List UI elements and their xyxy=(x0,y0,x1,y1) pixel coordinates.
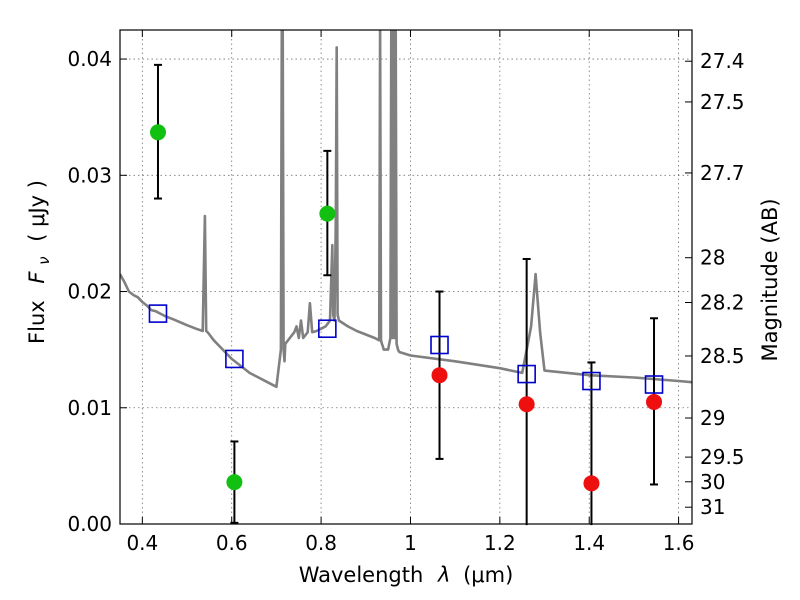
sed-line xyxy=(120,30,692,389)
upper-point xyxy=(518,396,535,413)
detected-point xyxy=(226,474,243,491)
y2-axis-label: Magnitude (AB) xyxy=(758,198,782,361)
model-square xyxy=(225,349,244,369)
y-axis-label-text: Flux xyxy=(25,300,49,344)
mag-tick-label: 27.4 xyxy=(700,49,745,73)
y-tick-label: 0.04 xyxy=(67,47,112,71)
y-axis-label-symbol: F xyxy=(25,271,49,284)
y-tick-label: 0.02 xyxy=(67,280,112,304)
x-tick-label: 1.2 xyxy=(484,531,516,555)
model-square xyxy=(318,319,337,339)
x-tick-label: 1 xyxy=(404,531,417,555)
x-axis-label-unit: (μm) xyxy=(463,563,513,587)
mag-tick-label: 27.7 xyxy=(700,161,745,185)
mag-tick-label: 28.2 xyxy=(700,291,745,315)
y-axis-label: Flux F ν ( μJy ) xyxy=(25,180,54,344)
x-tick-label: 0.6 xyxy=(216,531,248,555)
x-axis-label: Wavelength λ (μm) xyxy=(299,563,514,587)
plot-frame xyxy=(119,29,693,525)
y-axis-label-unit: ( μJy ) xyxy=(25,180,49,242)
model-square xyxy=(644,375,664,394)
model-square xyxy=(148,304,168,323)
sed-layer xyxy=(120,30,692,389)
y-axis-label-subscript: ν xyxy=(35,256,53,264)
upper-point xyxy=(646,393,663,410)
ticks-layer: 0.4 0.6 0.8 1 1.2 1.4 1.6 0.00 0.01 0.02 0.03 0.04 2… xyxy=(67,30,745,555)
model-square xyxy=(582,371,601,391)
upper-point xyxy=(431,367,448,384)
mag-tick-label: 31 xyxy=(700,495,725,519)
mag-tick-label: 28.5 xyxy=(700,344,745,368)
mag-tick-label: 27.5 xyxy=(700,90,745,114)
x-tick-label: 0.8 xyxy=(305,531,337,555)
mag-tick-label: 30 xyxy=(700,470,725,494)
x-tick-label: 1.4 xyxy=(573,531,605,555)
mag-tick-label: 29.5 xyxy=(700,445,745,469)
model-square xyxy=(430,335,449,355)
y-tick-label: 0.00 xyxy=(67,512,112,536)
y-tick-label: 0.03 xyxy=(67,163,112,187)
model-square xyxy=(517,364,536,384)
upper-errorbar xyxy=(522,257,531,526)
y-tick-label: 0.01 xyxy=(67,396,112,420)
x-axis-label-text: Wavelength xyxy=(299,563,424,587)
upper-point xyxy=(583,475,600,492)
mag-tick-label: 28 xyxy=(700,246,725,270)
x-tick-label: 1.6 xyxy=(663,531,695,555)
x-tick-label: 0.4 xyxy=(126,531,158,555)
upper-errorbar xyxy=(587,361,596,526)
x-axis-label-symbol: λ xyxy=(437,563,450,587)
detected-point xyxy=(149,124,166,141)
plot-area xyxy=(120,30,692,526)
marks-layer xyxy=(148,63,664,526)
detected-point xyxy=(319,205,336,222)
mag-tick-label: 29 xyxy=(700,406,725,430)
